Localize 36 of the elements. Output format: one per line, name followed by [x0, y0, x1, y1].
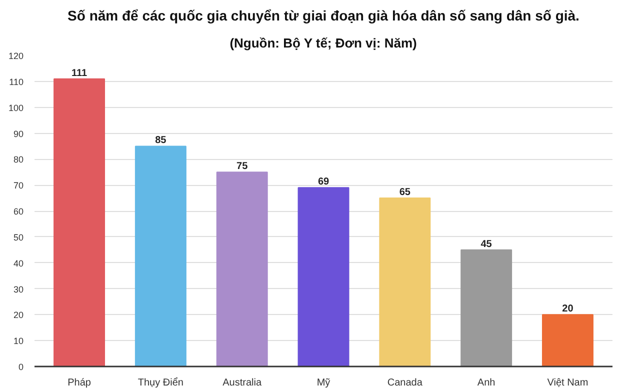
y-tick-label: 30	[13, 284, 24, 294]
y-tick-label: 60	[13, 206, 24, 216]
bar	[134, 146, 186, 366]
x-tick-label: Mỹ	[316, 378, 330, 388]
bar	[54, 78, 106, 366]
x-tick-label: Thụy Điển	[138, 376, 184, 388]
data-label: 45	[480, 238, 492, 250]
y-tick-label: 40	[13, 258, 24, 268]
data-label: 75	[236, 161, 248, 172]
bar	[379, 198, 431, 366]
chart-subtitle: (Nguồn: Bộ Y tế; Đơn vị: Năm)	[230, 36, 417, 50]
chart-title: Số năm để các quốc gia chuyển từ giai đoạn già hóa dân số sang dân số già.	[68, 8, 580, 24]
y-tick-label: 80	[13, 154, 24, 165]
data-label: 111	[71, 68, 88, 79]
x-tick-label: Canada	[387, 378, 423, 388]
y-tick-label: 20	[13, 310, 24, 320]
y-tick-label: 90	[13, 128, 24, 139]
data-label: 65	[399, 187, 411, 198]
bar	[216, 172, 268, 366]
y-tick-label: 50	[13, 232, 24, 242]
bar	[460, 249, 512, 366]
x-tick-label: Anh	[477, 378, 496, 388]
x-tick-label: Australia	[222, 378, 262, 388]
y-tick-label: 120	[8, 51, 24, 61]
bar	[542, 314, 594, 366]
y-tick-label: 110	[9, 76, 24, 87]
data-label: 20	[562, 304, 574, 315]
x-tick-label: Pháp	[68, 378, 92, 388]
y-tick-label: 70	[13, 180, 24, 191]
bar	[298, 187, 350, 366]
y-tick-label: 100	[8, 102, 24, 113]
data-label: 69	[318, 176, 330, 188]
y-tick-label: 10	[13, 336, 24, 346]
data-label: 85	[155, 135, 167, 146]
y-tick-label: 0	[18, 362, 24, 372]
x-tick-label: Việt Nam	[547, 378, 588, 388]
